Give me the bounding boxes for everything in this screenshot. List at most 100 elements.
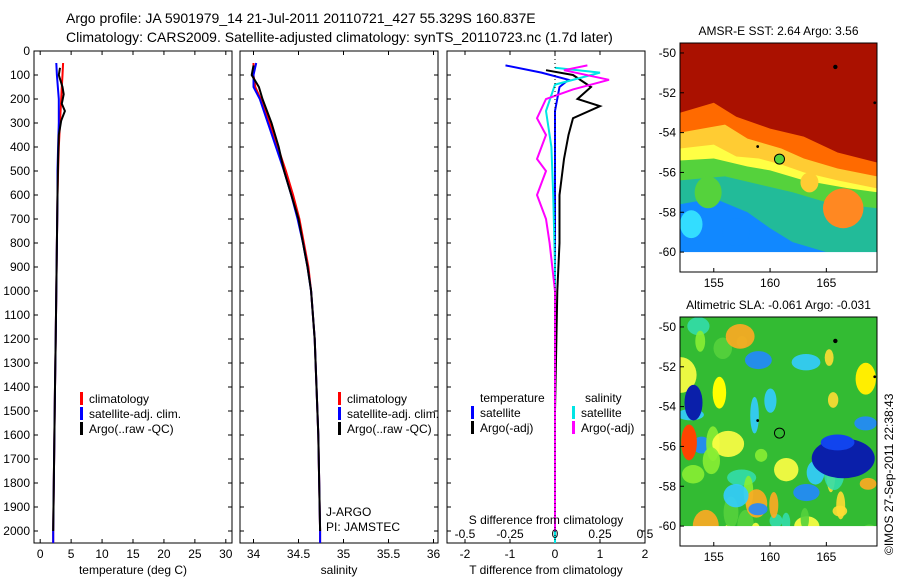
sla-eddy-26 [793, 483, 820, 502]
figure-title-line1: Argo profile: JA 5901979_14 21-Jul-2011 … [66, 10, 536, 26]
x-axis-label: T difference from climatology [469, 563, 623, 577]
y-tick-label: 600 [10, 188, 30, 202]
y-tick-label: 700 [10, 212, 30, 226]
y-tick-label: 1100 [4, 308, 30, 322]
y-tick-label: 1200 [3, 332, 30, 346]
sst-patch-1 [800, 172, 819, 193]
map-y-tick-label: -56 [659, 439, 677, 453]
island-marker [833, 338, 838, 344]
map-y-tick-label: -58 [659, 479, 677, 493]
y-tick-label: 400 [10, 140, 30, 154]
sst-patch-3 [722, 218, 750, 247]
y-tick-label: 200 [10, 92, 30, 106]
legend-diff-salinity-label: Argo(-adj) [581, 421, 634, 435]
top-x-tick-label: 0 [552, 527, 559, 541]
sla-feature-0 [684, 384, 703, 421]
map-frame [679, 42, 878, 273]
legend-salinity-label: climatology [347, 392, 407, 406]
sla-eddy-41 [750, 396, 759, 434]
annotation-pi: PI: JAMSTEC [326, 520, 400, 534]
legend-diff-salinity-label: satellite [581, 406, 622, 420]
legend-temperature-swatch [80, 392, 83, 405]
legend-salinity-label: satellite-adj. clim. [347, 407, 439, 421]
y-tick-label: 900 [10, 260, 30, 274]
sst-patch-0 [822, 188, 864, 229]
map-x-tick-label: 160 [760, 550, 780, 564]
map-no-data-strip [680, 252, 877, 272]
sla-map-title: Altimetric SLA: -0.061 Argo: -0.031 [686, 298, 871, 312]
sst-patch-2 [694, 176, 722, 209]
map-x-tick-label: 155 [704, 276, 724, 290]
x-tick-label: -2 [460, 547, 471, 561]
sla-eddy-39 [832, 505, 848, 517]
argo-location-marker [773, 153, 785, 165]
island-marker [756, 419, 760, 422]
map-y-tick-label: -54 [659, 126, 677, 140]
x-tick-label: -1 [505, 547, 516, 561]
legend-diff-temperature-label: Argo(-adj) [480, 421, 533, 435]
map-frame [679, 316, 878, 547]
map-y-tick-label: -56 [659, 165, 677, 179]
x-tick-label: 0 [37, 547, 44, 561]
x-tick-label: 1 [597, 547, 604, 561]
x-tick-label: 36 [427, 547, 441, 561]
map-no-data-strip [680, 526, 877, 546]
figure-title-line2: Climatology: CARS2009. Satellite-adjuste… [66, 29, 613, 45]
x-tick-label: 20 [157, 547, 171, 561]
sla-eddy-42 [854, 416, 877, 431]
legend-temperature-label: Argo(..raw -QC) [89, 422, 174, 436]
sla-eddy-29 [681, 465, 705, 484]
island-marker [833, 64, 838, 70]
map-x-tick-label: 155 [704, 550, 724, 564]
sla-eddy-31 [827, 392, 839, 408]
map-y-tick-label: -52 [659, 360, 677, 374]
top-x-axis-label: S difference from climatology [469, 513, 624, 527]
sla-feature-2 [820, 434, 855, 451]
island-marker [873, 101, 877, 105]
sla-eddy-20 [859, 477, 877, 490]
legend-diff-temperature-swatch [471, 421, 474, 434]
y-tick-label: 1300 [3, 356, 30, 370]
map-y-tick-label: -50 [659, 320, 677, 334]
x-tick-label: 35.5 [377, 547, 401, 561]
map-x-tick-label: 165 [816, 550, 836, 564]
map-y-tick-label: -50 [659, 46, 677, 60]
sla-eddy-33 [723, 483, 749, 508]
sla-eddy-14 [687, 317, 710, 336]
series-line-argo-raw-qc- [52, 67, 66, 532]
sla-eddy-44 [769, 491, 779, 519]
legend-diff-salinity-swatch [572, 421, 575, 434]
top-x-tick-label: -0.25 [496, 527, 524, 541]
x-tick-label: 15 [126, 547, 140, 561]
top-x-tick-label: 0.5 [637, 527, 654, 541]
sla-eddy-0 [680, 357, 697, 393]
sst-map-title: AMSR-E SST: 2.64 Argo: 3.56 [698, 24, 858, 38]
sla-eddy-24 [712, 430, 745, 457]
map-y-tick-label: -54 [659, 400, 677, 414]
legend-salinity-swatch [338, 407, 341, 420]
legend-temperature-swatch [80, 422, 83, 435]
legend-diff-salinity-header: salinity [585, 391, 622, 405]
x-tick-label: 10 [95, 547, 109, 561]
sla-eddy-37 [695, 330, 706, 352]
x-tick-label: 25 [188, 547, 202, 561]
y-tick-label: 2000 [3, 524, 30, 538]
legend-salinity-swatch [338, 422, 341, 435]
x-tick-label: 5 [68, 547, 75, 561]
copyright-stamp: ©IMOS 27-Sep-2011 22:38:43 [882, 393, 896, 555]
sla-eddy-3 [713, 337, 733, 360]
legend-temperature-label: climatology [89, 392, 149, 406]
map-y-tick-label: -60 [659, 519, 677, 533]
series-line-argo-raw-qc- [250, 65, 322, 532]
annotation-j-argo: J-ARGO [326, 505, 371, 519]
x-tick-label: 35 [337, 547, 351, 561]
legend-temperature-swatch [80, 407, 83, 420]
x-tick-label: 34.5 [287, 547, 311, 561]
x-axis-label: salinity [321, 563, 358, 577]
sla-eddy-35 [800, 508, 809, 530]
island-marker [873, 375, 877, 379]
legend-diff-temperature-header: temperature [480, 391, 545, 405]
sla-eddy-5 [754, 448, 768, 462]
series-line-salinity-argo-adj- [535, 64, 610, 531]
